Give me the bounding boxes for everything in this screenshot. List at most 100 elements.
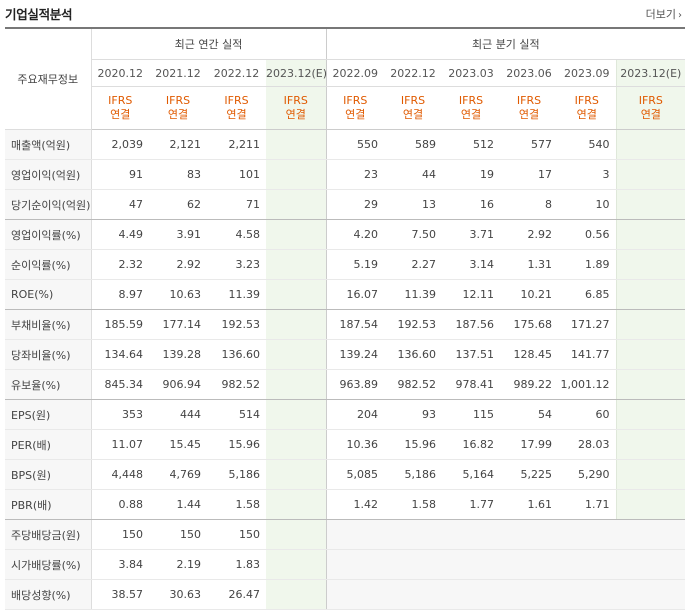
quarter-value-cell <box>558 549 617 580</box>
row-label: BPS(원) <box>5 459 92 490</box>
basis-scope: 연결 <box>402 108 424 121</box>
quarter-value-cell: 3.71 <box>442 219 501 250</box>
quarter-value-cell <box>384 549 443 580</box>
quarter-value-cell: 963.89 <box>326 369 385 400</box>
basis-scope: 연결 <box>285 108 306 121</box>
table-row: PER(배) 11.07 15.45 15.96 10.36 15.96 16.82 17.9… <box>5 429 686 460</box>
annual-value-cell: 982.52 <box>207 369 266 400</box>
quarter-value-cell: 10.21 <box>500 279 559 310</box>
basis-scope: 연결 <box>345 108 366 121</box>
quarter-value-cell <box>615 459 686 490</box>
quarter-value-cell: 187.54 <box>326 309 385 340</box>
annual-value-cell: 444 <box>149 399 207 430</box>
row-label: 주당배당금(원) <box>5 519 92 550</box>
annual-value-cell: 62 <box>149 189 207 220</box>
annual-value-cell: 177.14 <box>149 309 207 340</box>
quarter-value-cell: 187.56 <box>442 309 501 340</box>
annual-value-cell <box>266 129 327 160</box>
annual-value-cell: 2,039 <box>91 129 149 160</box>
basis-header: IFRS 연결 <box>149 86 207 130</box>
quarter-value-cell <box>615 369 686 400</box>
annual-value-cell: 10.63 <box>149 279 207 310</box>
annual-value-cell: 15.96 <box>207 429 266 460</box>
annual-value-cell: 136.60 <box>207 339 266 370</box>
annual-value-cell <box>266 399 327 430</box>
annual-value-cell: 150 <box>149 519 207 550</box>
quarter-value-cell: 6.85 <box>558 279 617 310</box>
quarter-value-cell: 577 <box>500 129 559 160</box>
annual-value-cell: 2,211 <box>207 129 266 160</box>
table-row: BPS(원) 4,448 4,769 5,186 5,085 5,186 5,164 5,22… <box>5 459 686 490</box>
quarter-period-header: 2022.09 <box>326 59 385 87</box>
quarter-value-cell: 15.96 <box>384 429 443 460</box>
annual-value-cell: 4.49 <box>91 219 149 250</box>
quarter-value-cell <box>500 579 559 610</box>
chevron-right-icon: › <box>678 10 682 21</box>
annual-value-cell: 1.58 <box>207 489 266 520</box>
quarter-value-cell: 1.77 <box>442 489 501 520</box>
basis-header: IFRS 연결 <box>266 86 327 130</box>
quarter-value-cell: 16 <box>442 189 501 220</box>
annual-value-cell: 139.28 <box>149 339 207 370</box>
row-label: PER(배) <box>5 429 92 460</box>
quarter-value-cell: 5,225 <box>500 459 559 490</box>
basis-standard: IFRS <box>343 94 368 107</box>
quarter-value-cell: 0.56 <box>558 219 617 250</box>
quarter-value-cell <box>615 219 686 250</box>
row-label: EPS(원) <box>5 399 92 430</box>
quarter-value-cell: 16.07 <box>326 279 385 310</box>
quarter-value-cell: 12.11 <box>442 279 501 310</box>
quarter-value-cell: 192.53 <box>384 309 443 340</box>
basis-header: IFRS 연결 <box>615 86 686 130</box>
basis-header: IFRS 연결 <box>207 86 266 130</box>
quarter-value-cell <box>615 159 686 190</box>
more-link[interactable]: 더보기 › <box>646 6 682 22</box>
table-row: 영업이익률(%) 4.49 3.91 4.58 4.20 7.50 3.71 2.92 0.56 <box>5 219 686 250</box>
quarter-value-cell <box>615 339 686 370</box>
basis-standard: IFRS <box>283 94 308 107</box>
quarter-period-header: 2022.12 <box>384 59 443 87</box>
basis-standard: IFRS <box>165 94 191 107</box>
quarter-value-cell <box>616 549 686 580</box>
quarter-value-cell <box>615 189 686 220</box>
annual-value-cell: 15.45 <box>149 429 207 460</box>
table-row: 부채비율(%) 185.59 177.14 192.53 187.54 192.53 187… <box>5 309 686 340</box>
quarter-value-cell: 4.20 <box>326 219 385 250</box>
row-label: 유보율(%) <box>5 369 92 400</box>
annual-value-cell: 2.32 <box>91 249 149 280</box>
table-row: 시가배당률(%) 3.84 2.19 1.83 <box>5 549 686 580</box>
quarter-value-cell <box>615 129 686 160</box>
basis-header: IFRS 연결 <box>91 86 149 130</box>
annual-value-cell: 4,769 <box>149 459 207 490</box>
row-label: 매출액(억원) <box>5 129 92 160</box>
quarter-value-cell <box>326 579 385 610</box>
quarter-period-header: 2023.09 <box>558 59 617 87</box>
basis-standard: IFRS <box>574 94 599 107</box>
quarter-value-cell <box>616 579 686 610</box>
quarter-value-cell <box>384 519 443 550</box>
annual-value-cell: 91 <box>91 159 149 190</box>
basis-standard: IFRS <box>638 94 663 107</box>
quarter-value-cell <box>500 549 559 580</box>
basis-scope: 연결 <box>167 108 189 121</box>
annual-value-cell <box>266 279 327 310</box>
annual-value-cell <box>266 249 327 280</box>
basis-scope: 연결 <box>460 108 482 121</box>
quarter-value-cell: 19 <box>442 159 501 190</box>
annual-value-cell <box>266 219 327 250</box>
annual-group-header: 최근 연간 실적 <box>91 27 327 60</box>
quarter-value-cell: 1.61 <box>500 489 559 520</box>
quarter-period-header: 2023.12(E) <box>615 59 686 87</box>
quarter-value-cell: 540 <box>558 129 617 160</box>
annual-value-cell: 47 <box>91 189 149 220</box>
annual-value-cell <box>266 369 327 400</box>
annual-value-cell <box>266 579 327 610</box>
annual-period-header: 2023.12(E) <box>266 59 327 87</box>
quarter-value-cell: 8 <box>500 189 559 220</box>
table-row: 당기순이익(억원) 47 62 71 29 13 16 8 10 <box>5 189 686 220</box>
table-row: 주당배당금(원) 150 150 150 <box>5 519 686 550</box>
annual-value-cell: 514 <box>207 399 266 430</box>
annual-value-cell: 83 <box>149 159 207 190</box>
annual-value-cell: 845.34 <box>91 369 149 400</box>
row-label: 영업이익(억원) <box>5 159 92 190</box>
